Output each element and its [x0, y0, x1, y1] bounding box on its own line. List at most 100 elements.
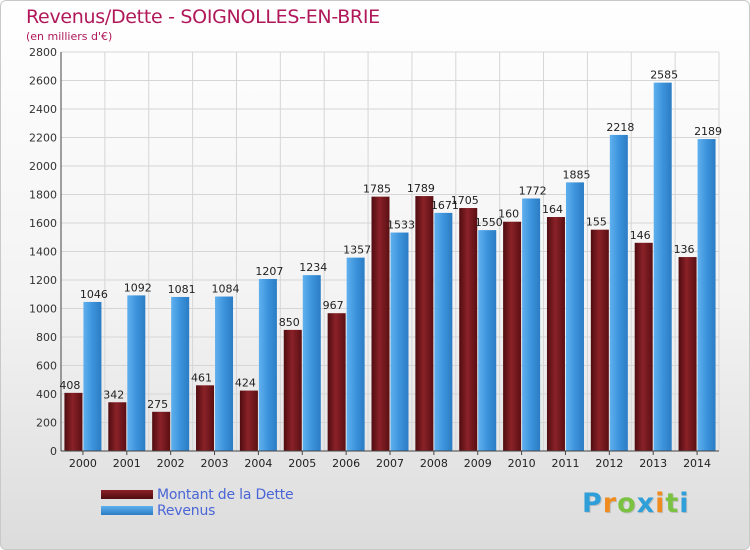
x-tick-label: 2002	[157, 457, 185, 470]
bar-debt	[678, 257, 697, 451]
bar-revenue	[302, 275, 321, 451]
x-tick-label: 2007	[376, 457, 404, 470]
data-label-revenue: 1357	[343, 244, 371, 257]
data-label-revenue: 2218	[606, 121, 634, 134]
x-tick-label: 2004	[244, 457, 272, 470]
y-tick-label: 0	[50, 445, 57, 458]
y-tick-label: 1200	[29, 274, 57, 287]
y-tick-label: 2400	[29, 103, 57, 116]
bar-revenue	[127, 295, 146, 451]
bar-debt	[503, 221, 522, 451]
y-tick-label: 600	[36, 360, 57, 373]
legend-label-debt: Montant de la Dette	[157, 487, 294, 503]
bar-debt	[327, 313, 346, 451]
y-tick-label: 400	[36, 388, 57, 401]
y-tick-label: 1800	[29, 189, 57, 202]
data-label-debt: 850	[279, 316, 300, 329]
bar-debt	[152, 411, 171, 451]
bar-debt	[196, 385, 215, 451]
bar-debt	[283, 329, 302, 451]
y-axis: 0 200 400 600 800 1000 1200 1400 1600 1800 2000 220…	[29, 46, 62, 458]
data-label-revenue: 1550	[475, 216, 503, 229]
y-tick-label: 2800	[29, 46, 57, 59]
logo-letter: t	[665, 488, 680, 519]
x-tick-label: 2000	[69, 457, 97, 470]
bar-revenue	[609, 134, 628, 451]
proxiti-logo: Proxiti	[582, 488, 690, 519]
x-tick-label: 2012	[595, 457, 623, 470]
bar-debt	[546, 217, 565, 451]
data-label-debt: 164	[542, 203, 563, 216]
y-tick-label: 2600	[29, 75, 57, 88]
x-tick-label: 2014	[683, 457, 711, 470]
data-labels: 408 1046 342 1092 275 1081 461 1084 424 1207 850 12…	[59, 69, 722, 411]
bar-revenue	[83, 301, 102, 451]
data-label-revenue: 1207	[255, 265, 283, 278]
legend-swatch-debt	[101, 490, 153, 499]
y-tick-label: 2200	[29, 132, 57, 145]
data-label-debt: 155	[586, 216, 607, 229]
data-label-debt: 461	[191, 371, 212, 384]
logo-letter: i	[655, 488, 666, 519]
bar-debt	[371, 196, 390, 451]
y-tick-label: 200	[36, 417, 57, 430]
logo-letter: o	[617, 488, 637, 519]
logo-letter: r	[602, 488, 618, 519]
data-label-debt: 967	[323, 299, 344, 312]
y-tick-label: 1400	[29, 246, 57, 259]
x-tick-label: 2011	[551, 457, 579, 470]
data-label-revenue: 1234	[299, 261, 327, 274]
data-label-revenue: 1533	[387, 219, 415, 232]
y-tick-label: 1600	[29, 217, 57, 230]
bar-revenue	[215, 296, 234, 451]
x-tick-label: 2005	[288, 457, 316, 470]
data-label-revenue: 1046	[80, 288, 108, 301]
bar-debt	[590, 229, 609, 451]
bar-debt	[415, 196, 434, 451]
data-label-revenue: 1081	[168, 283, 196, 296]
x-tick-label: 2008	[420, 457, 448, 470]
data-label-revenue: 1885	[562, 168, 590, 181]
bar-debt	[634, 242, 653, 451]
bar-debt	[459, 208, 478, 451]
bar-revenue	[434, 212, 453, 451]
bar-debt	[108, 402, 127, 451]
x-tick-label: 2006	[332, 457, 360, 470]
logo-letter: i	[679, 488, 690, 519]
x-tick-label: 2009	[464, 457, 492, 470]
data-label-debt: 1785	[363, 183, 391, 196]
x-tick-label: 2013	[639, 457, 667, 470]
data-label-revenue: 2189	[694, 125, 722, 138]
data-label-debt: 275	[147, 398, 168, 411]
bar-revenue	[390, 232, 409, 451]
data-label-revenue: 1092	[124, 281, 152, 294]
bar-revenue	[565, 182, 584, 451]
bar-revenue	[346, 257, 365, 451]
data-label-debt: 1705	[451, 194, 479, 207]
data-label-revenue: 1671	[431, 199, 459, 212]
chart-title: Revenus/Dette - SOIGNOLLES-EN-BRIE	[26, 6, 380, 28]
data-label-revenue: 2585	[650, 69, 678, 82]
bar-revenue	[522, 198, 541, 451]
chart-subtitle: (en milliers d'€)	[26, 30, 113, 43]
data-label-debt: 160	[498, 208, 519, 221]
x-axis: 2000 2001 2002 2003 2004 2005 2006 2007 2008 2009…	[61, 450, 719, 470]
bar-debt	[64, 392, 83, 451]
legend-swatch-revenue	[101, 506, 153, 515]
data-label-debt: 342	[103, 388, 124, 401]
bar-revenue	[171, 296, 190, 451]
data-label-debt: 146	[630, 229, 651, 242]
bar-revenue	[258, 279, 277, 451]
bar-debt	[239, 390, 258, 451]
x-tick-label: 2003	[201, 457, 229, 470]
y-tick-label: 1000	[29, 303, 57, 316]
y-tick-label: 2000	[29, 160, 57, 173]
x-tick-label: 2010	[508, 457, 536, 470]
data-label-debt: 1789	[407, 182, 435, 195]
data-label-revenue: 1772	[519, 184, 547, 197]
data-label-debt: 136	[674, 243, 695, 256]
bar-revenue	[697, 139, 716, 451]
logo-letter: P	[582, 488, 603, 519]
gridlines	[60, 51, 720, 452]
